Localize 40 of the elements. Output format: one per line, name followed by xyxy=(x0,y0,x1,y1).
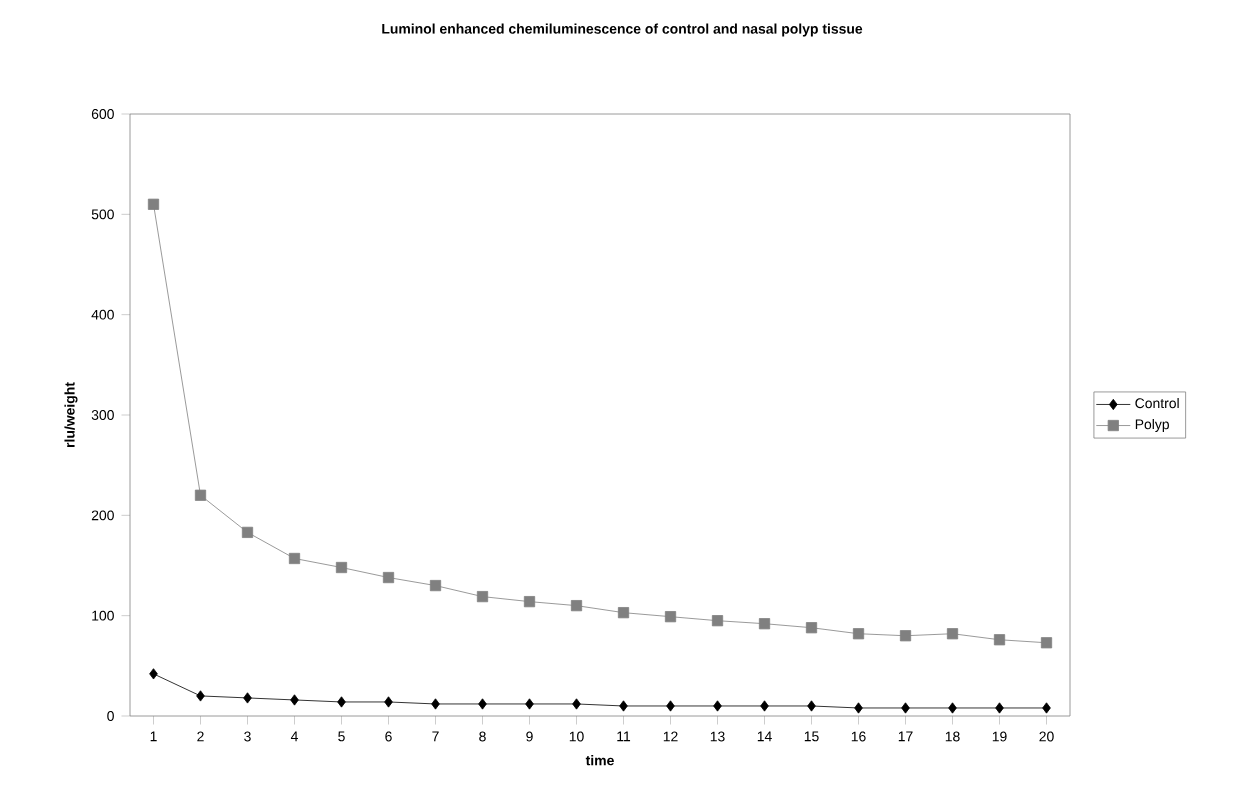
point xyxy=(476,591,489,603)
point xyxy=(149,668,158,680)
point xyxy=(478,698,487,710)
point xyxy=(243,692,252,704)
point xyxy=(570,600,583,612)
point xyxy=(288,552,301,565)
point xyxy=(382,571,395,584)
point xyxy=(948,702,957,714)
point xyxy=(901,702,910,714)
point xyxy=(429,579,442,592)
point xyxy=(290,694,299,706)
point xyxy=(760,700,769,712)
point xyxy=(241,526,254,538)
point xyxy=(854,702,863,714)
point xyxy=(946,628,959,640)
point xyxy=(525,698,534,710)
point xyxy=(384,696,393,708)
point xyxy=(196,690,205,702)
point xyxy=(337,696,346,708)
point xyxy=(758,618,771,630)
point xyxy=(807,700,816,712)
point xyxy=(711,615,724,627)
point xyxy=(617,607,630,619)
point xyxy=(899,630,912,642)
point xyxy=(194,489,207,501)
point xyxy=(1040,637,1053,649)
point xyxy=(666,700,675,712)
point xyxy=(431,698,440,710)
point xyxy=(993,634,1006,646)
point xyxy=(335,561,348,574)
point xyxy=(664,611,677,623)
point xyxy=(523,596,536,608)
point xyxy=(572,698,581,710)
point xyxy=(995,702,1004,714)
point xyxy=(619,700,628,712)
point xyxy=(852,628,865,640)
point xyxy=(805,622,818,634)
point xyxy=(1042,702,1051,714)
point xyxy=(713,700,722,712)
point xyxy=(147,198,160,210)
